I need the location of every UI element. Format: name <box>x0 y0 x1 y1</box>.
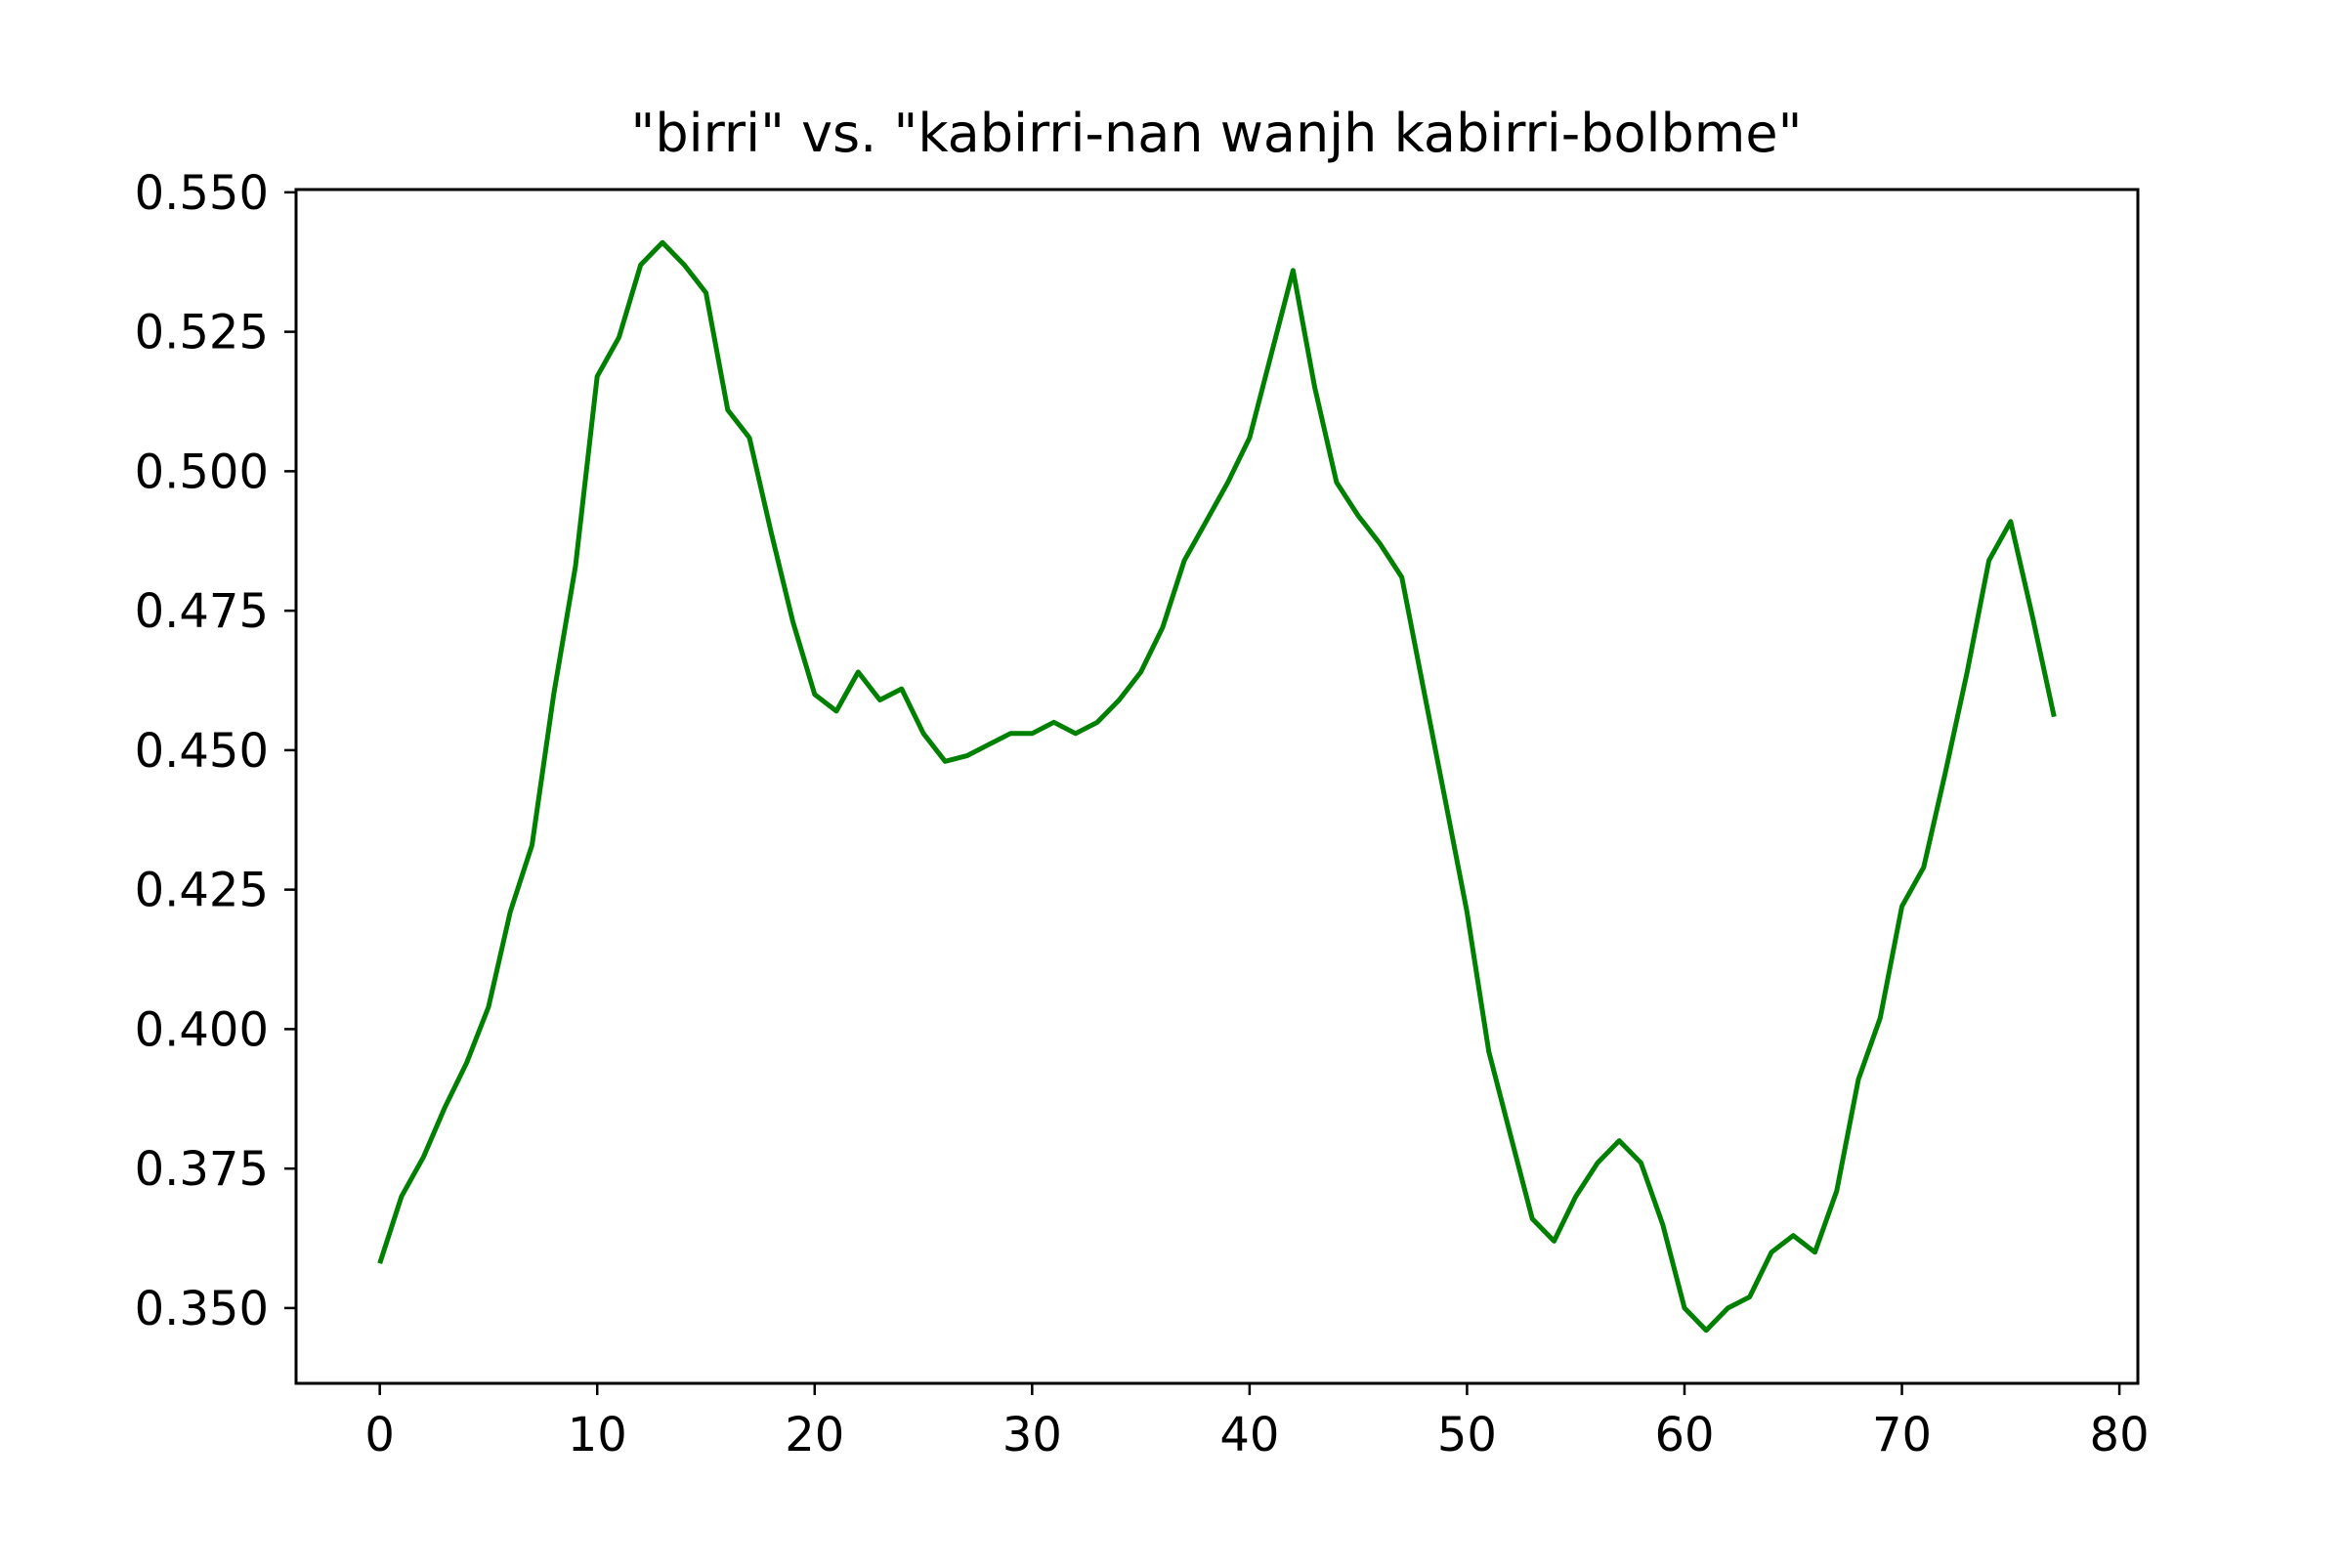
y-tick-label: 0.475 <box>135 584 269 639</box>
y-tick-label: 0.550 <box>135 166 269 221</box>
y-tick-label: 0.500 <box>135 445 269 499</box>
x-tick-label: 20 <box>785 1408 844 1462</box>
y-tick-label: 0.525 <box>135 306 269 360</box>
x-tick-label: 50 <box>1437 1408 1497 1462</box>
y-tick-label: 0.400 <box>135 1002 269 1057</box>
y-tick-label: 0.350 <box>135 1282 269 1336</box>
plot-area-frame <box>294 188 2140 1385</box>
x-tick-label: 60 <box>1654 1408 1714 1462</box>
x-tick-label: 80 <box>2090 1408 2150 1462</box>
plot-series <box>377 239 2057 1334</box>
x-tick-label: 40 <box>1219 1408 1279 1462</box>
y-tick-label: 0.450 <box>135 724 269 779</box>
y-axis: 0.350 0.375 0.400 0.425 0.450 0.475 0.500 0.525… <box>135 166 296 1336</box>
x-tick-label: 70 <box>1872 1408 1932 1462</box>
x-axis: 0 10 20 30 40 50 60 70 80 <box>364 1383 2150 1462</box>
y-tick-label: 0.375 <box>135 1142 269 1197</box>
x-tick-label: 10 <box>568 1408 627 1462</box>
y-tick-label: 0.425 <box>135 864 269 918</box>
x-tick-label: 30 <box>1002 1408 1062 1462</box>
chart-title: "birri" vs. "kabirri-nan wanjh kabirri-b… <box>631 103 1803 164</box>
series-line <box>377 239 2057 1334</box>
x-tick-label: 0 <box>364 1408 395 1462</box>
